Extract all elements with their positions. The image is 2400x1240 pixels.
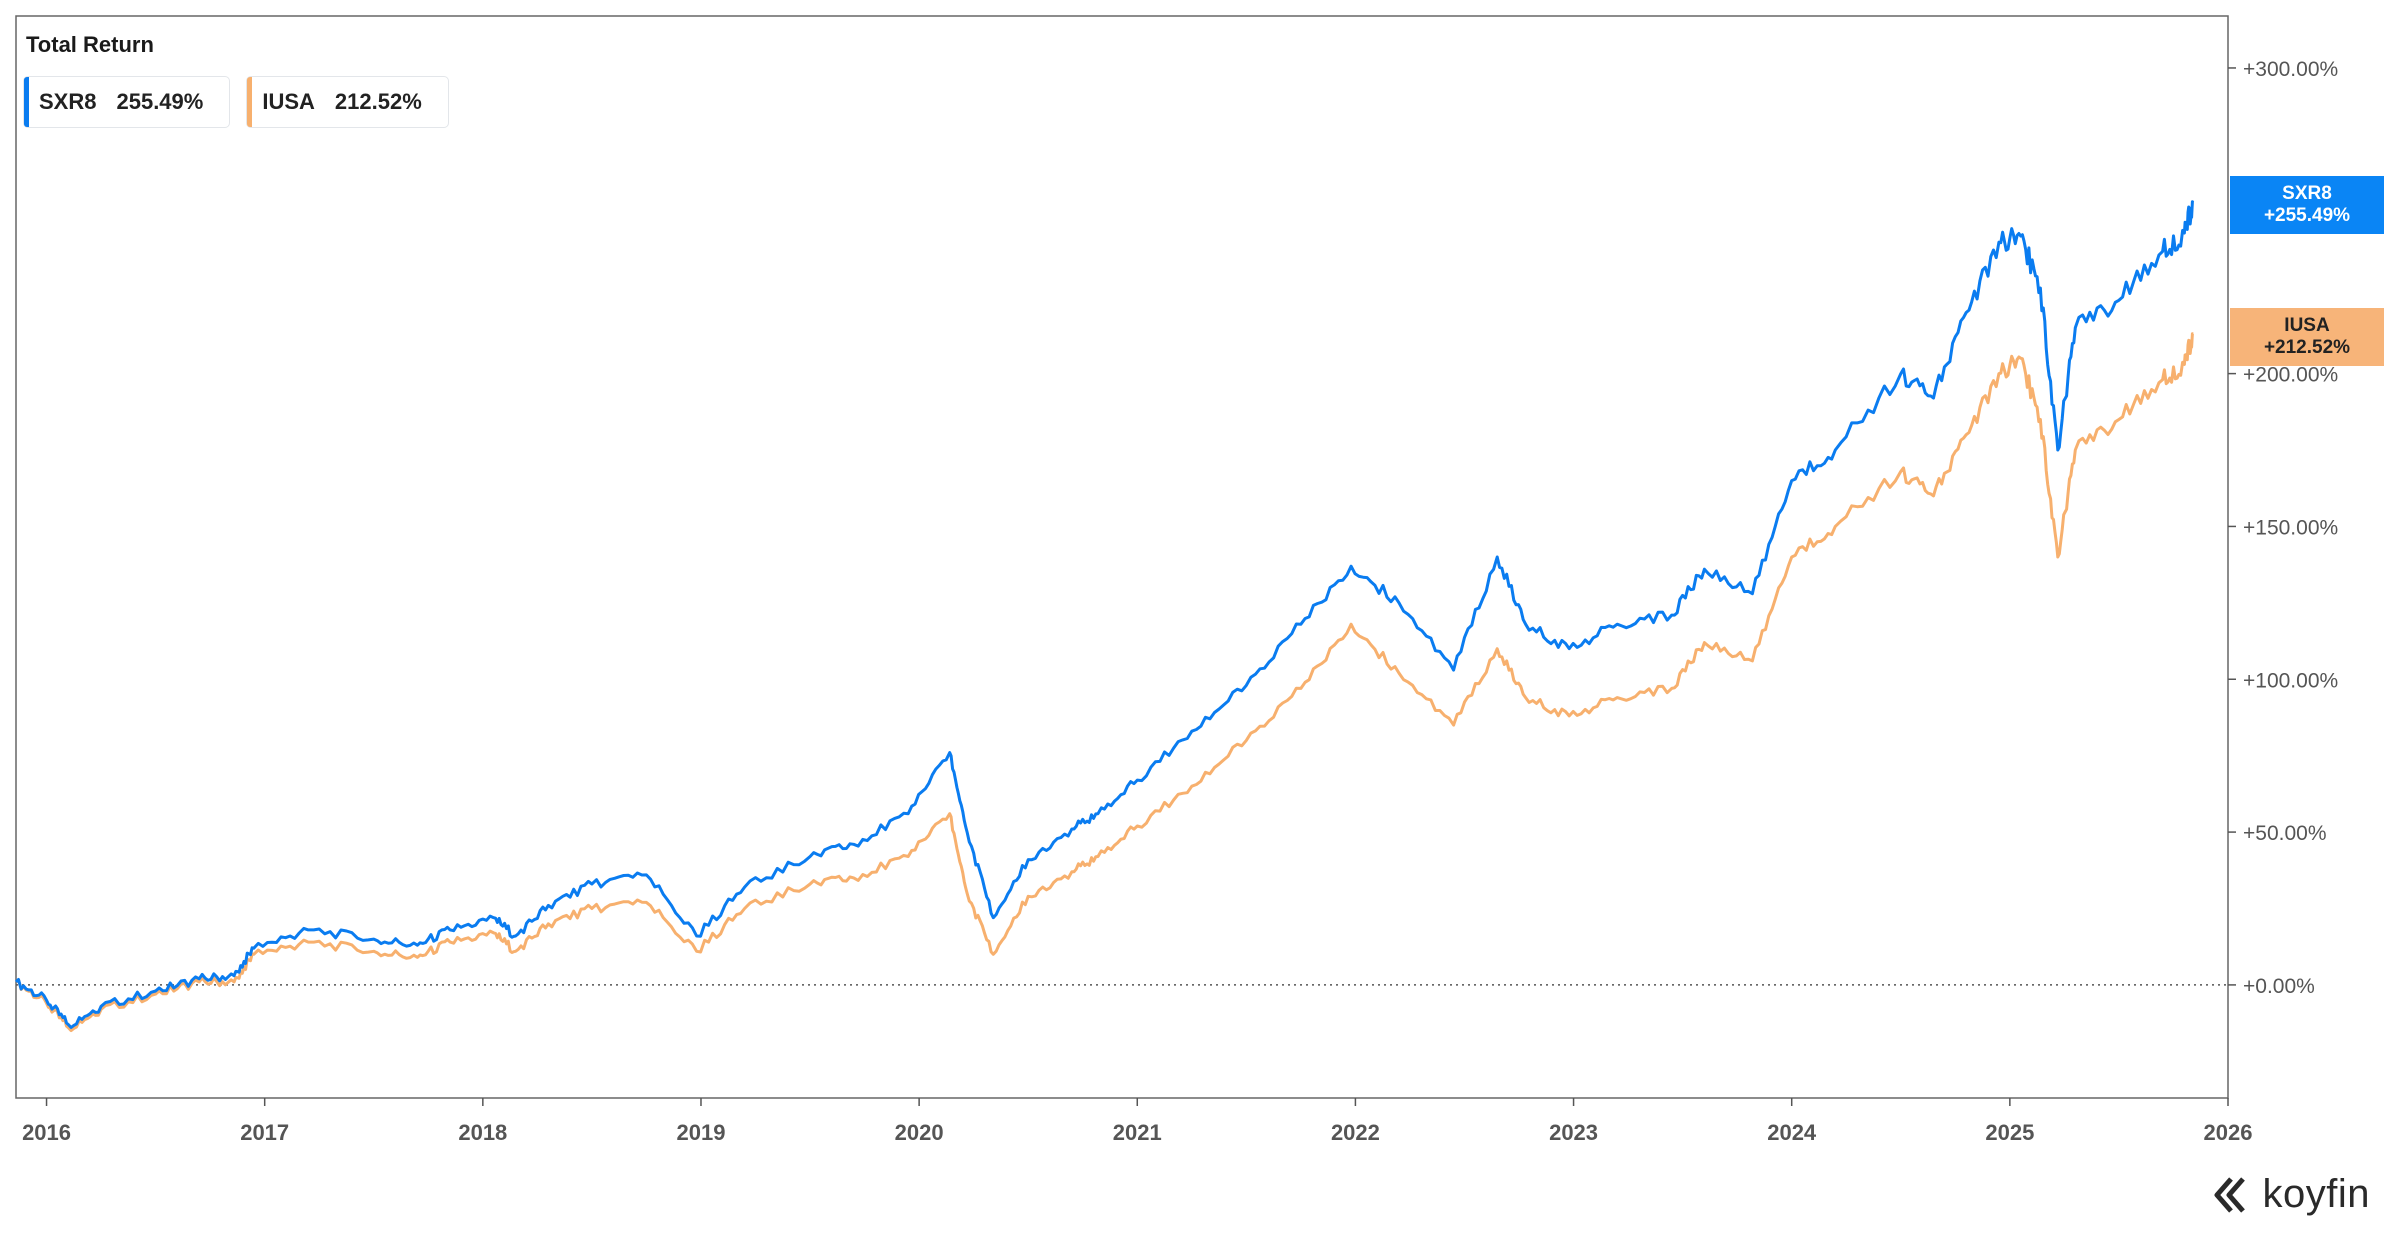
end-label-value: +255.49% [2263, 205, 2351, 226]
legend-ticker: SXR8 [39, 89, 97, 114]
y-tick-label: +100.00% [2243, 669, 2338, 692]
x-tick-label: 2021 [1113, 1120, 1162, 1145]
x-tick-label: 2020 [895, 1120, 944, 1145]
koyfin-mark-icon [2214, 1176, 2245, 1213]
plot-frame [15, 15, 2229, 1099]
legend-color-sxr8 [24, 77, 29, 127]
series-line-iusa [15, 332, 2194, 1033]
legend-item-iusa[interactable]: IUSA 212.52% [246, 76, 449, 128]
x-tick-label: 2024 [1767, 1120, 1817, 1145]
end-label-ticker: IUSA [2284, 315, 2330, 336]
brand-name: koyfin [2262, 1172, 2370, 1216]
legend-item-sxr8[interactable]: SXR8 255.49% [23, 76, 231, 128]
x-tick-label: 2022 [1331, 1120, 1380, 1145]
x-tick-label: 2017 [240, 1120, 289, 1145]
legend-color-iusa [247, 77, 253, 127]
x-tick-label: 2016 [22, 1120, 71, 1145]
y-tick-label: +50.00% [2243, 822, 2327, 845]
y-tick-label: +300.00% [2243, 58, 2338, 81]
chart-title: Total Return [26, 32, 154, 57]
y-tick-label: +0.00% [2243, 975, 2315, 998]
end-label-value: +212.52% [2263, 337, 2351, 358]
series-line-sxr8 [14, 200, 2195, 1029]
legend: SXR8 255.49% IUSA 212.52% [23, 76, 449, 128]
x-tick-label: 2026 [2204, 1120, 2253, 1145]
legend-value: 255.49% [116, 89, 204, 114]
x-tick-label: 2023 [1549, 1120, 1598, 1145]
y-tick-label: +150.00% [2243, 516, 2338, 539]
x-tick-label: 2018 [458, 1120, 507, 1145]
end-label-ticker: SXR8 [2282, 183, 2332, 204]
end-label-sxr8: SXR8 +255.49% [2230, 176, 2384, 234]
x-tick-label: 2019 [677, 1120, 726, 1145]
legend-ticker: IUSA [262, 89, 315, 114]
end-label-iusa: IUSA +212.52% [2230, 308, 2384, 366]
y-tick-label: +200.00% [2243, 364, 2338, 387]
x-tick-label: 2025 [1985, 1120, 2034, 1145]
koyfin-logo[interactable]: koyfin [2213, 1172, 2371, 1217]
legend-value: 212.52% [334, 89, 422, 114]
